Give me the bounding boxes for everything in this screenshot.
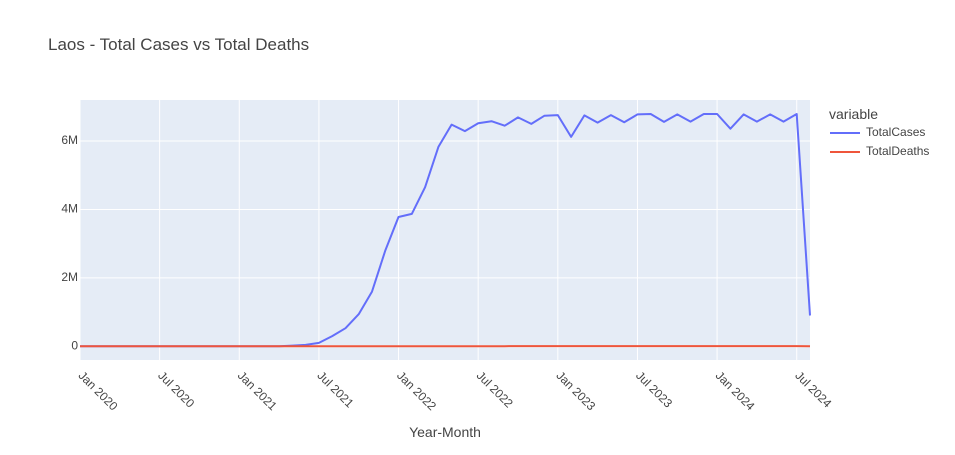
y-tick-label: 4M	[61, 202, 78, 216]
y-tick-label: 2M	[61, 270, 78, 284]
x-tick-label: Jul 2021	[315, 368, 357, 410]
x-tick-label: Jul 2024	[792, 368, 834, 410]
chart-title: Laos - Total Cases vs Total Deaths	[48, 35, 309, 54]
x-tick-label: Jul 2022	[474, 368, 516, 410]
plot-area	[80, 100, 810, 360]
x-tick-label: Jan 2022	[394, 368, 439, 413]
y-tick-label: 6M	[61, 133, 78, 147]
y-axis-ticks: 0 2M 4M 6M	[61, 133, 78, 352]
x-tick-label: Jan 2021	[235, 368, 280, 413]
x-tick-label: Jan 2020	[76, 368, 121, 413]
x-axis-title: Year-Month	[409, 424, 481, 440]
y-tick-label: 0	[71, 338, 78, 352]
legend: variable TotalCases TotalDeaths	[829, 106, 929, 158]
x-tick-label: Jul 2020	[155, 368, 197, 410]
legend-label: TotalDeaths	[866, 144, 929, 158]
legend-item-totaldeaths[interactable]: TotalDeaths	[830, 144, 929, 158]
x-tick-label: Jul 2023	[633, 368, 675, 410]
x-axis-ticks: Jan 2020 Jul 2020 Jan 2021 Jul 2021 Jan 2022…	[76, 368, 835, 413]
legend-label: TotalCases	[866, 125, 925, 139]
x-tick-label: Jan 2024	[713, 368, 758, 413]
x-tick-label: Jan 2023	[553, 368, 598, 413]
legend-item-totalcases[interactable]: TotalCases	[830, 125, 925, 139]
legend-title: variable	[829, 106, 878, 122]
